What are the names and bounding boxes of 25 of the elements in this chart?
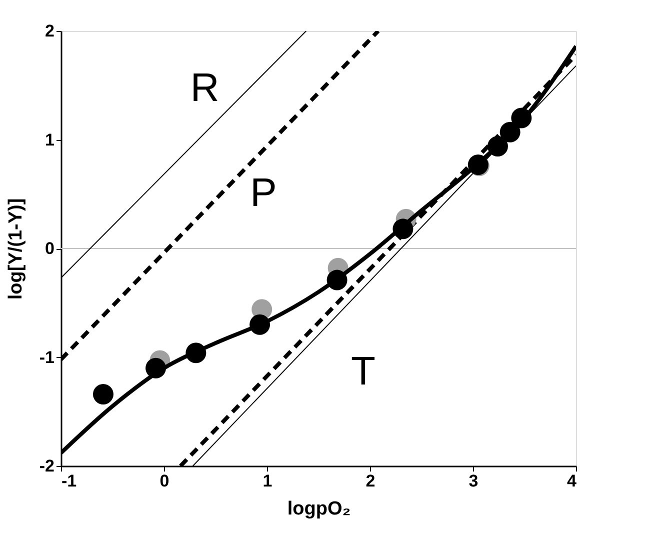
point <box>146 358 166 378</box>
x-tick-label: 0 <box>160 472 170 490</box>
series-label: T <box>351 349 376 394</box>
x-tick-label: 2 <box>366 472 376 490</box>
y-axis-title: log[Y/(1-Y)] <box>5 198 26 300</box>
y-tick-label: -2 <box>39 456 54 476</box>
y-tick-label: 2 <box>45 22 54 40</box>
x-axis-title: logpO₂ <box>287 498 351 520</box>
point <box>92 384 114 404</box>
series-label: R <box>190 66 220 110</box>
point <box>326 270 348 290</box>
y-tick-label: 1 <box>45 130 54 150</box>
point <box>487 136 508 156</box>
point <box>511 108 532 128</box>
y-tick-label: -1 <box>39 348 54 367</box>
x-tick-label: -1 <box>62 472 77 490</box>
point <box>186 342 206 364</box>
series-label: P <box>250 170 277 215</box>
x-tick-label: 1 <box>262 472 272 490</box>
point <box>500 122 520 142</box>
x-tick-label: 4 <box>567 472 578 490</box>
point <box>392 218 414 240</box>
x-tick-label: 3 <box>468 472 478 490</box>
point <box>250 314 270 335</box>
y-tick-label: 0 <box>45 239 54 258</box>
